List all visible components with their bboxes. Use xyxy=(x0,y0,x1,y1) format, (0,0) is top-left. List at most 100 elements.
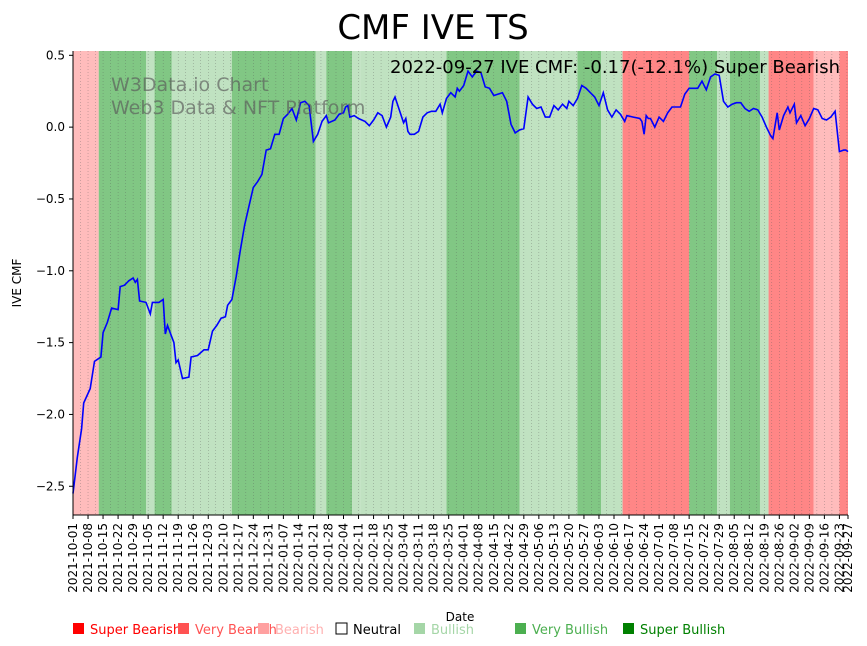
x-tick-label: 2022-01-07 xyxy=(276,523,290,593)
x-tick-label: 2022-04-08 xyxy=(472,523,486,593)
regime-band-17 xyxy=(729,51,760,515)
y-tick-label: −1.0 xyxy=(36,264,65,278)
x-tick-label: 2022-02-11 xyxy=(352,523,366,593)
x-tick-label: 2021-11-19 xyxy=(171,523,185,593)
x-tick-label: 2022-02-25 xyxy=(382,523,396,593)
axes: 0.50.0−0.5−1.0−1.5−2.0−2.5 2021-10-01 202… xyxy=(10,48,855,624)
x-tick-label: 2022-09-16 xyxy=(817,523,831,593)
x-tick-label: 2021-12-31 xyxy=(261,523,275,593)
x-tick-label: 2022-08-19 xyxy=(757,523,771,593)
x-tick-label: 2022-09-27 xyxy=(841,523,855,593)
legend-swatch xyxy=(73,623,84,634)
watermark-line-1: W3Data.io Chart xyxy=(111,74,268,96)
legend-label: Very Bearish xyxy=(195,623,277,638)
x-tick-label: 2021-12-10 xyxy=(216,523,230,593)
x-tick-label: 2022-04-01 xyxy=(457,523,471,593)
x-tick-label: 2022-07-22 xyxy=(697,523,711,593)
legend-label: Bearish xyxy=(275,623,324,638)
latest-value-annotation: 2022-09-27 IVE CMF: -0.17(-12.1%) Super … xyxy=(390,57,840,78)
regime-band-5 xyxy=(231,51,316,515)
regime-band-7 xyxy=(326,51,353,515)
y-tick-label: −1.5 xyxy=(36,336,65,350)
regime-band-2 xyxy=(145,51,155,515)
legend-label: Very Bullish xyxy=(532,623,608,638)
y-tick-label: −2.0 xyxy=(36,407,65,421)
x-tick-label: 2021-10-29 xyxy=(126,523,140,593)
regime-bands xyxy=(73,51,848,515)
x-tick-label: 2022-03-25 xyxy=(442,523,456,593)
regime-band-21 xyxy=(839,51,848,515)
x-tick-label: 2022-05-20 xyxy=(562,523,576,593)
legend-label: Super Bearish xyxy=(90,623,181,638)
regime-band-10 xyxy=(446,51,520,515)
x-tick-label: 2022-01-21 xyxy=(306,523,320,593)
x-tick-label: 2022-05-06 xyxy=(532,523,546,593)
x-tick-label: 2022-07-01 xyxy=(652,523,666,593)
x-tick-label: 2022-01-28 xyxy=(321,523,335,593)
x-tick-label: 2022-09-02 xyxy=(787,523,801,593)
regime-band-15 xyxy=(689,51,718,515)
x-tick-label: 2021-11-12 xyxy=(156,523,170,593)
legend-swatch xyxy=(515,623,526,634)
x-tick-label: 2022-02-04 xyxy=(336,523,350,593)
x-tick-label: 2021-12-17 xyxy=(231,523,245,593)
x-tick-label: 2021-12-03 xyxy=(201,523,215,593)
x-ticks: 2021-10-01 2021-10-08 2021-10-15 2021-10-22… xyxy=(66,515,855,593)
x-tick-label: 2022-03-18 xyxy=(427,523,441,593)
plot-area: W3Data.io Chart Web3 Data & NFT Platform… xyxy=(72,51,849,515)
x-tick-label: 2022-06-10 xyxy=(607,523,621,593)
x-tick-label: 2022-09-09 xyxy=(802,523,816,593)
x-tick-label: 2021-10-01 xyxy=(66,523,80,593)
x-tick-label: 2022-05-27 xyxy=(577,523,591,593)
regime-band-14 xyxy=(622,51,690,515)
x-tick-label: 2022-01-14 xyxy=(291,523,305,593)
watermark-line-2: Web3 Data & NFT Platform xyxy=(111,97,365,119)
legend-swatch xyxy=(258,623,269,634)
vertical-gridlines xyxy=(72,51,848,515)
regime-band-4 xyxy=(171,51,232,515)
regime-band-12 xyxy=(577,51,602,515)
x-tick-label: 2021-10-08 xyxy=(81,523,95,593)
x-tick-label: 2022-06-03 xyxy=(592,523,606,593)
x-tick-label: 2022-06-17 xyxy=(622,523,636,593)
x-tick-label: 2022-03-11 xyxy=(412,523,426,593)
y-tick-label: −2.5 xyxy=(36,479,65,493)
legend-label: Neutral xyxy=(353,623,401,638)
y-axis-label: IVE CMF xyxy=(10,259,24,308)
x-tick-label: 2021-11-26 xyxy=(186,523,200,593)
x-tick-label: 2021-10-15 xyxy=(96,523,110,593)
regime-band-0 xyxy=(73,51,99,515)
x-tick-label: 2021-12-24 xyxy=(246,523,260,593)
regime-band-19 xyxy=(768,51,814,515)
chart-title: CMF IVE TS xyxy=(337,8,528,48)
y-tick-label: 0.5 xyxy=(46,48,65,62)
x-tick-label: 2022-05-13 xyxy=(547,523,561,593)
legend-swatch xyxy=(178,623,189,634)
x-tick-label: 2022-04-22 xyxy=(502,523,516,593)
x-tick-label: 2022-03-04 xyxy=(397,523,411,593)
x-tick-label: 2022-09-23 xyxy=(832,523,846,593)
x-tick-label: 2022-07-29 xyxy=(712,523,726,593)
x-axis-label: Date xyxy=(446,610,475,624)
x-tick-label: 2022-07-08 xyxy=(667,523,681,593)
legend-swatch xyxy=(623,623,634,634)
y-ticks: 0.5 0.0 −0.5 −1.0 −1.5 −2.0 −2.5 xyxy=(36,48,73,493)
x-tick-label: 2022-06-24 xyxy=(637,523,651,593)
x-tick-label: 2022-04-29 xyxy=(517,523,531,593)
x-tick-label: 2021-11-05 xyxy=(141,523,155,593)
y-tick-label: −0.5 xyxy=(36,192,65,206)
legend-label: Bullish xyxy=(431,623,474,638)
cmf-line xyxy=(72,69,849,494)
x-tick-label: 2022-07-15 xyxy=(682,523,696,593)
legend-swatch xyxy=(335,622,348,635)
x-tick-label: 2021-10-22 xyxy=(111,523,125,593)
legend-label: Super Bullish xyxy=(640,623,725,638)
regime-band-11 xyxy=(519,51,578,515)
x-tick-label: 2022-08-05 xyxy=(727,523,741,593)
regime-band-8 xyxy=(352,51,361,515)
regime-band-20 xyxy=(813,51,840,515)
x-tick-label: 2022-04-15 xyxy=(487,523,501,593)
x-tick-label: 2022-08-26 xyxy=(772,523,786,593)
